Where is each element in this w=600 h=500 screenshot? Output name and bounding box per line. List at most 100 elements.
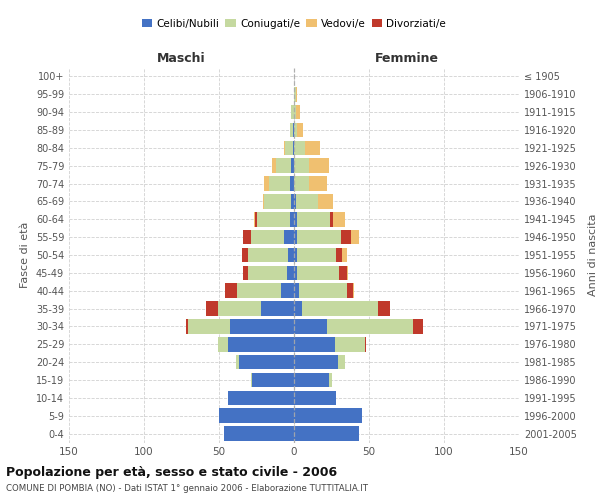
Bar: [294, 426, 359, 441]
Bar: [276, 158, 291, 173]
Bar: [294, 337, 335, 351]
Bar: [294, 105, 296, 120]
Bar: [241, 248, 248, 262]
Bar: [281, 284, 294, 298]
Bar: [287, 266, 294, 280]
Bar: [330, 212, 333, 226]
Y-axis label: Fasce di età: Fasce di età: [20, 222, 30, 288]
Bar: [218, 301, 261, 316]
Bar: [347, 266, 348, 280]
Text: Femmine: Femmine: [374, 52, 439, 65]
Bar: [342, 248, 347, 262]
Bar: [294, 301, 302, 316]
Bar: [293, 140, 294, 155]
Bar: [309, 158, 329, 173]
Bar: [291, 158, 294, 173]
Bar: [223, 426, 294, 441]
Bar: [290, 122, 293, 138]
Bar: [294, 212, 297, 226]
Bar: [294, 408, 361, 423]
Bar: [251, 230, 284, 244]
Bar: [239, 355, 294, 370]
Bar: [248, 248, 288, 262]
Bar: [288, 248, 294, 262]
Bar: [296, 87, 297, 102]
Bar: [261, 301, 294, 316]
Bar: [294, 266, 297, 280]
Bar: [294, 230, 297, 244]
Bar: [237, 284, 281, 298]
Bar: [284, 140, 285, 155]
Bar: [297, 266, 339, 280]
Text: COMUNE DI POMBIA (NO) - Dati ISTAT 1° gennaio 2006 - Elaborazione TUTTITALIA.IT: COMUNE DI POMBIA (NO) - Dati ISTAT 1° ge…: [6, 484, 368, 493]
Bar: [299, 284, 347, 298]
Bar: [255, 212, 257, 226]
Bar: [294, 390, 336, 405]
Bar: [235, 355, 239, 370]
Y-axis label: Anni di nascita: Anni di nascita: [588, 214, 598, 296]
Bar: [290, 176, 294, 191]
Text: Maschi: Maschi: [157, 52, 206, 65]
Bar: [294, 140, 305, 155]
Bar: [205, 301, 218, 316]
Bar: [243, 266, 248, 280]
Bar: [294, 87, 296, 102]
Bar: [294, 319, 327, 334]
Bar: [290, 212, 294, 226]
Bar: [413, 319, 423, 334]
Bar: [294, 248, 297, 262]
Bar: [263, 194, 264, 209]
Bar: [347, 284, 353, 298]
Bar: [291, 194, 294, 209]
Bar: [257, 212, 290, 226]
Bar: [285, 140, 293, 155]
Bar: [264, 176, 269, 191]
Bar: [305, 140, 320, 155]
Bar: [339, 266, 347, 280]
Bar: [329, 372, 331, 388]
Bar: [254, 212, 255, 226]
Bar: [284, 230, 294, 244]
Bar: [302, 301, 378, 316]
Bar: [187, 319, 229, 334]
Bar: [293, 122, 294, 138]
Bar: [248, 266, 287, 280]
Bar: [378, 301, 390, 316]
Bar: [337, 355, 345, 370]
Bar: [294, 176, 309, 191]
Legend: Celibi/Nubili, Coniugati/e, Vedovi/e, Divorziati/e: Celibi/Nubili, Coniugati/e, Vedovi/e, Di…: [140, 16, 448, 30]
Bar: [309, 176, 327, 191]
Bar: [297, 212, 330, 226]
Bar: [296, 105, 300, 120]
Bar: [219, 408, 294, 423]
Bar: [243, 230, 251, 244]
Bar: [365, 337, 366, 351]
Bar: [269, 176, 290, 191]
Bar: [327, 319, 413, 334]
Bar: [353, 284, 354, 298]
Bar: [264, 194, 291, 209]
Bar: [297, 248, 336, 262]
Bar: [271, 158, 276, 173]
Bar: [336, 248, 342, 262]
Bar: [294, 158, 309, 173]
Bar: [318, 194, 333, 209]
Text: Popolazione per età, sesso e stato civile - 2006: Popolazione per età, sesso e stato civil…: [6, 466, 337, 479]
Bar: [351, 230, 359, 244]
Bar: [297, 230, 341, 244]
Bar: [251, 372, 252, 388]
Bar: [297, 122, 303, 138]
Bar: [296, 194, 318, 209]
Bar: [294, 355, 337, 370]
Bar: [333, 212, 345, 226]
Bar: [186, 319, 187, 334]
Bar: [294, 122, 297, 138]
Bar: [341, 230, 351, 244]
Bar: [252, 372, 294, 388]
Bar: [228, 390, 294, 405]
Bar: [228, 337, 294, 351]
Bar: [291, 105, 294, 120]
Bar: [229, 319, 294, 334]
Bar: [294, 194, 296, 209]
Bar: [294, 372, 329, 388]
